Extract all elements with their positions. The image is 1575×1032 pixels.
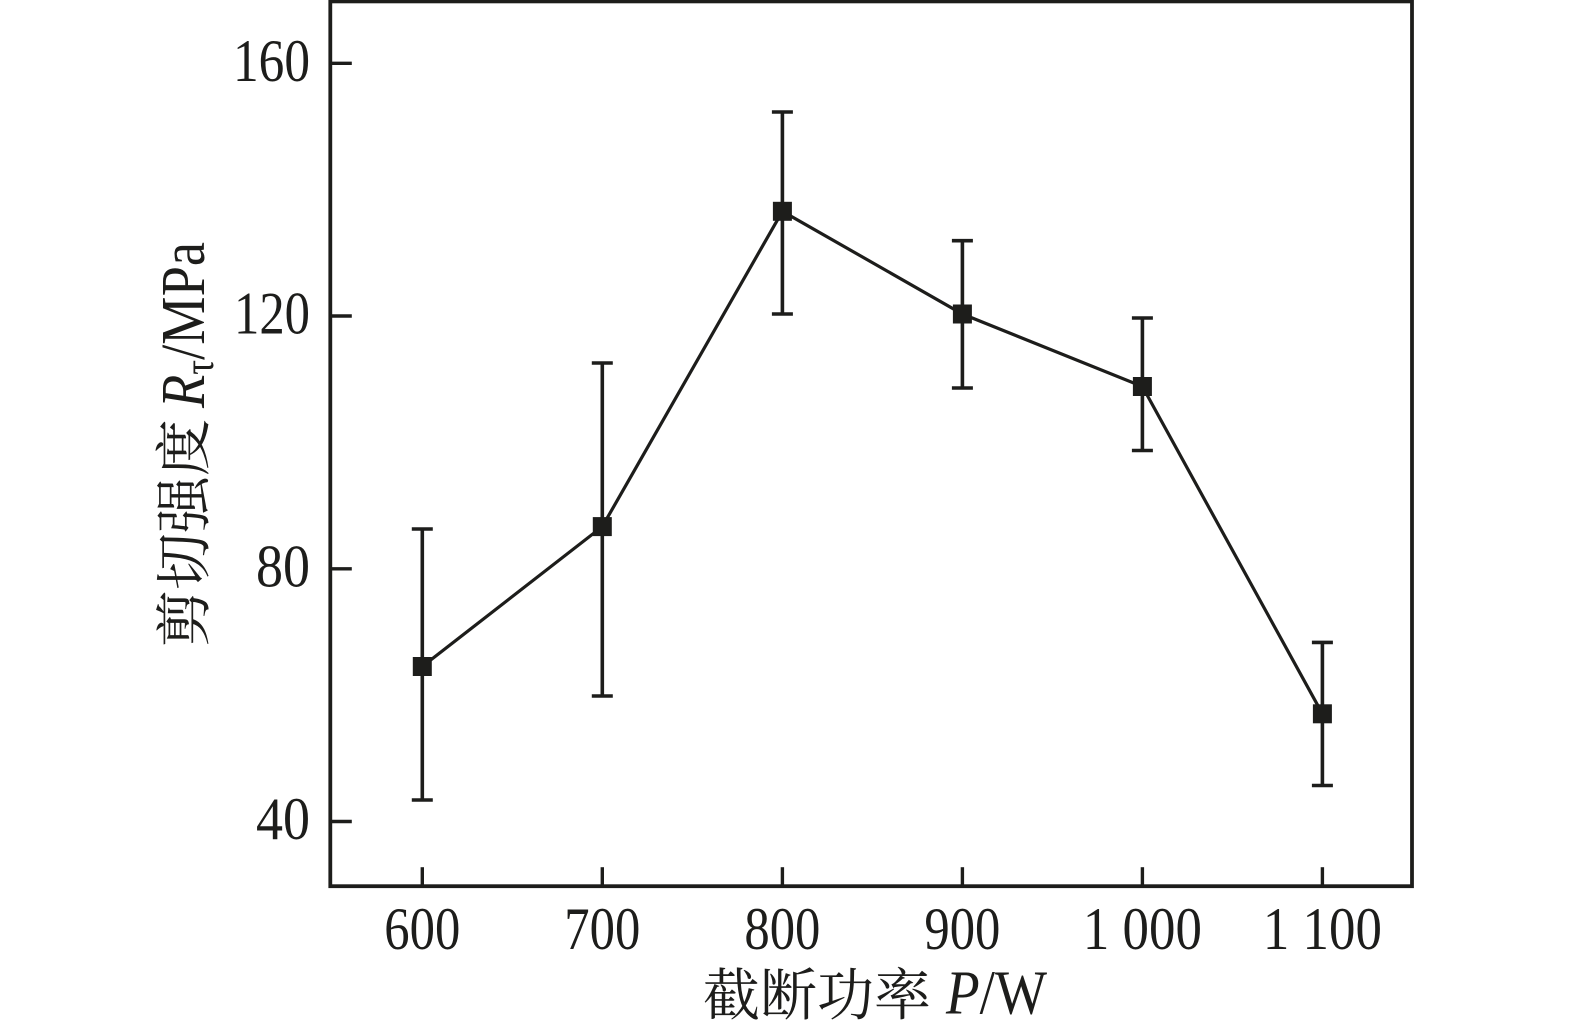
svg-text:160: 160	[233, 28, 310, 94]
svg-text:800: 800	[744, 896, 820, 962]
svg-text:600: 600	[384, 896, 460, 962]
svg-text:80: 80	[256, 533, 310, 599]
svg-text:700: 700	[564, 896, 640, 962]
svg-text:40: 40	[256, 786, 310, 852]
svg-text:Rτ/MPa: Rτ/MPa	[150, 242, 223, 409]
svg-text:P/W: P/W	[945, 960, 1047, 1028]
svg-text:900: 900	[924, 896, 1000, 962]
svg-text:1 000: 1 000	[1083, 896, 1202, 962]
svg-text:120: 120	[234, 281, 310, 347]
svg-text:1 100: 1 100	[1263, 896, 1382, 962]
